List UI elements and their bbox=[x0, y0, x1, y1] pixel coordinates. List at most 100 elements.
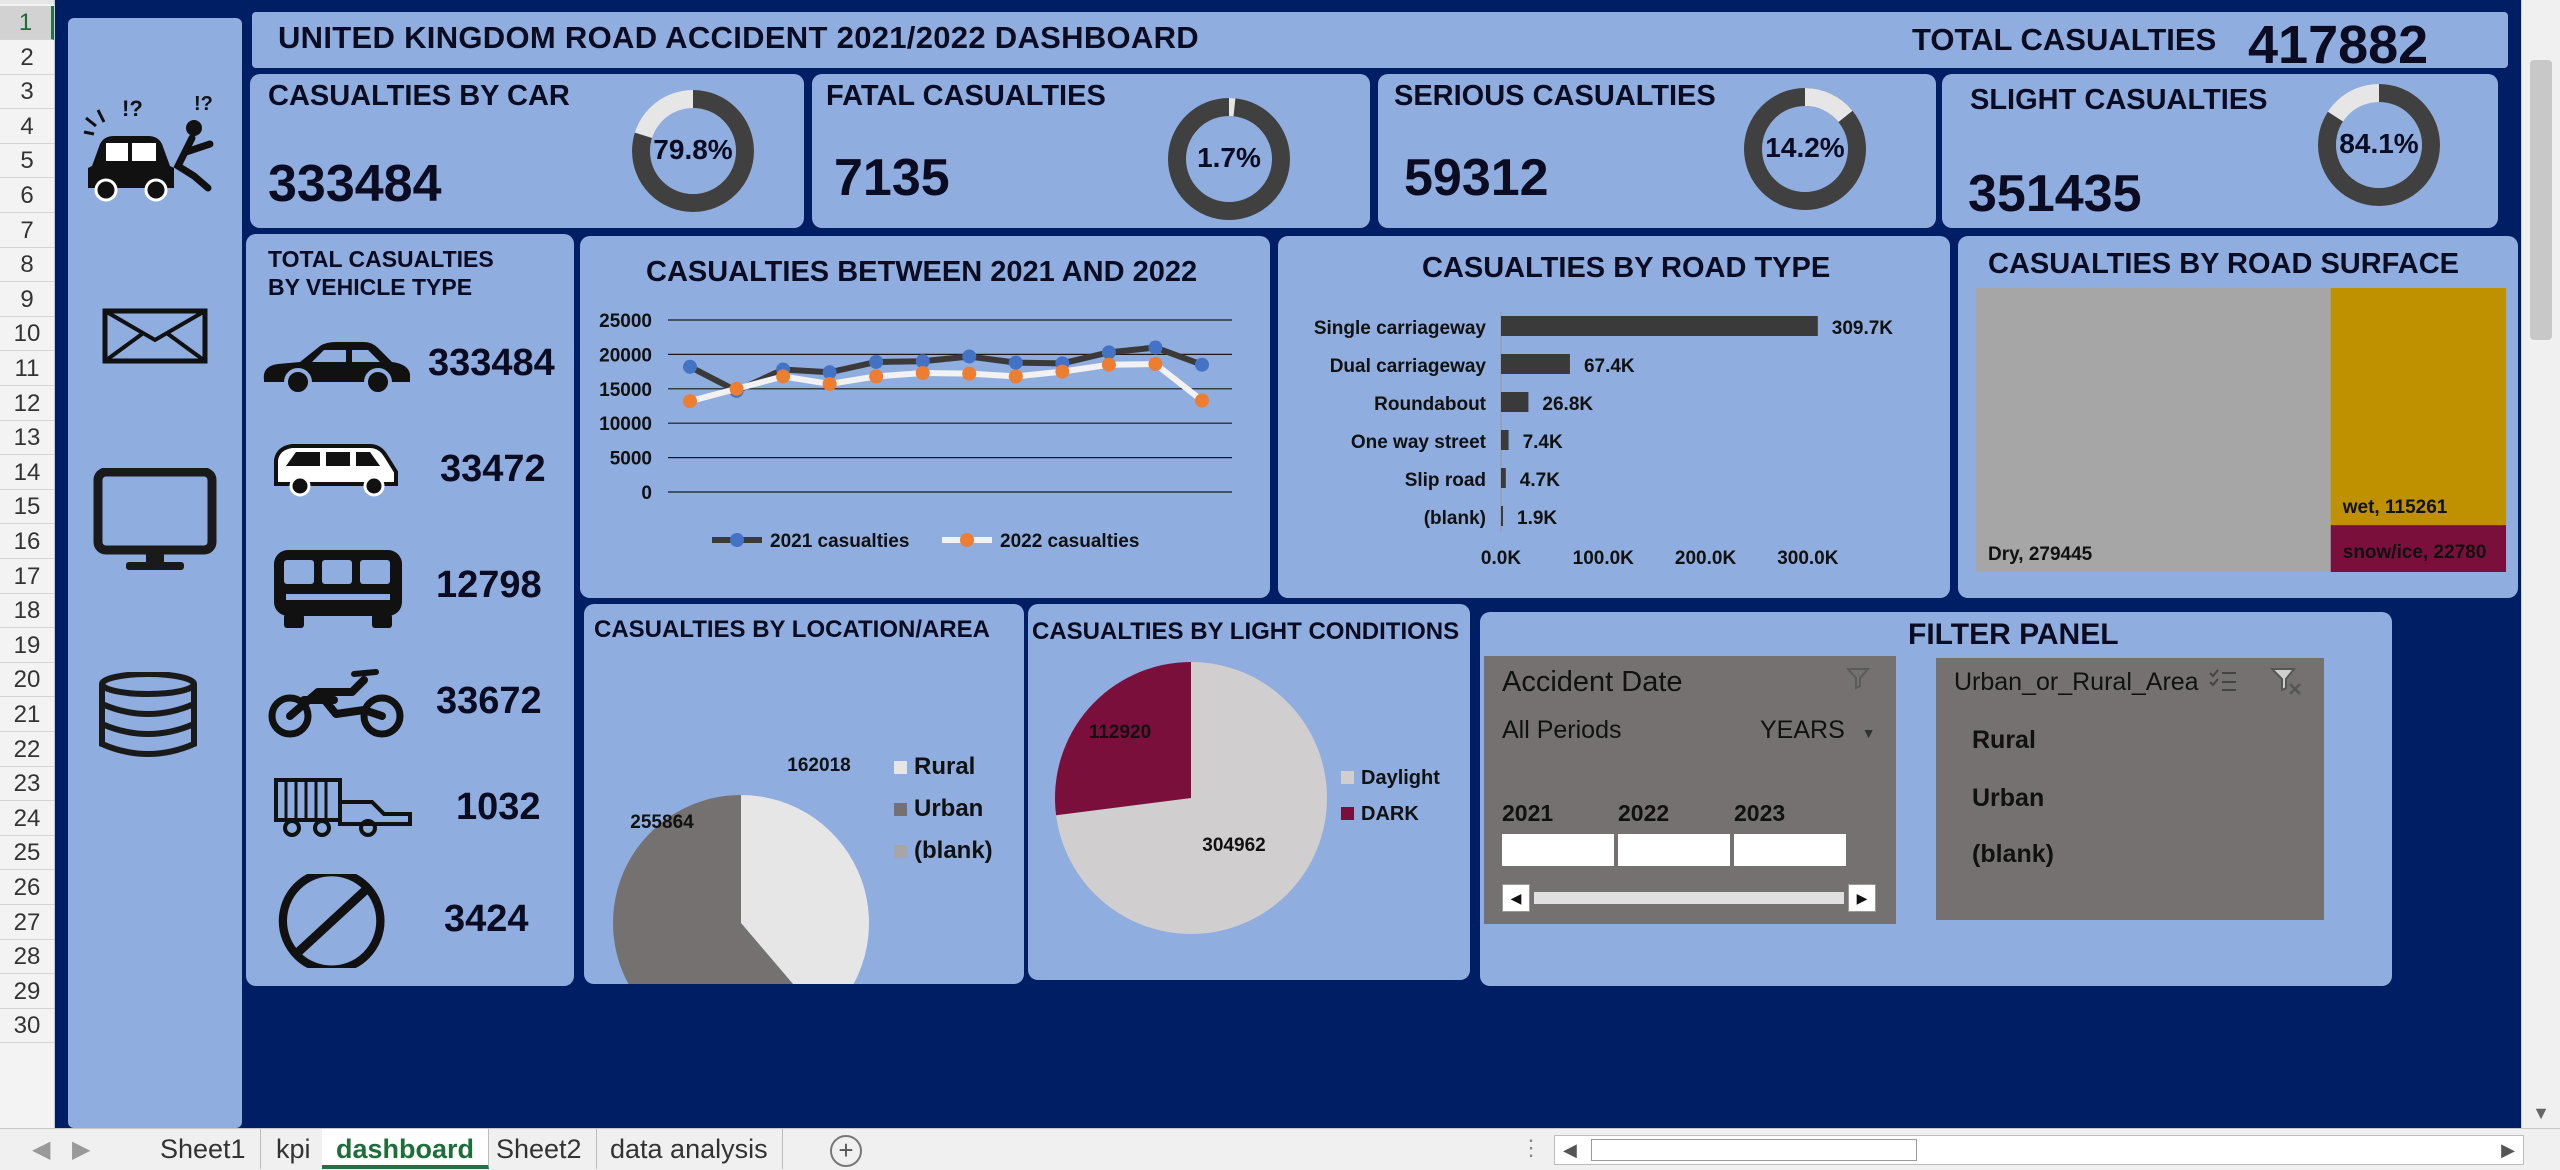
row-header[interactable]: 16 bbox=[0, 525, 54, 559]
total-casualties-label: TOTAL CASUALTIES bbox=[1912, 22, 2217, 57]
row-header[interactable]: 23 bbox=[0, 767, 54, 802]
hscroll-left-arrow[interactable]: ◀ bbox=[1563, 1140, 1577, 1160]
row-header[interactable]: 30 bbox=[0, 1009, 54, 1044]
row-header[interactable]: 29 bbox=[0, 975, 54, 1009]
legend-label: DARK bbox=[1361, 803, 1419, 825]
horizontal-scroll-thumb[interactable] bbox=[1591, 1139, 1917, 1161]
row-header[interactable]: 15 bbox=[0, 490, 54, 525]
treemap-label: Dry, 279445 bbox=[1988, 544, 2093, 565]
legend-marker bbox=[730, 533, 744, 547]
road-type-panel: CASUALTIES BY ROAD TYPE Single carriagew… bbox=[1278, 236, 1950, 598]
row-header[interactable]: 6 bbox=[0, 179, 54, 213]
category-label: Roundabout bbox=[1374, 394, 1487, 415]
kpi-percent: 1.7% bbox=[1197, 142, 1261, 173]
scroll-down-arrow[interactable]: ▼ bbox=[2532, 1103, 2550, 1123]
road-type-title: CASUALTIES BY ROAD TYPE bbox=[1422, 252, 1831, 284]
row-header[interactable]: 12 bbox=[0, 387, 54, 421]
row-header[interactable]: 26 bbox=[0, 871, 54, 905]
vertical-scrollbar[interactable]: ▼ bbox=[2521, 0, 2560, 1128]
monitor-icon bbox=[93, 468, 217, 570]
kpi-ring bbox=[1168, 98, 1290, 220]
row-header[interactable]: 20 bbox=[0, 663, 54, 698]
timeline-bar-2023[interactable] bbox=[1734, 834, 1846, 866]
location-pie-title: CASUALTIES BY LOCATION/AREA bbox=[594, 616, 991, 643]
kpi-ring bbox=[1744, 88, 1866, 210]
row-header[interactable]: 3 bbox=[0, 75, 54, 110]
row-header[interactable]: 13 bbox=[0, 421, 54, 456]
accident-date-timeline[interactable]: Accident Date All Periods YEARS ▼ 2021 2… bbox=[1484, 656, 1896, 924]
row-header[interactable]: 14 bbox=[0, 456, 54, 490]
scroll-left-button[interactable]: ◀ bbox=[1502, 884, 1530, 912]
legend-swatch bbox=[894, 845, 907, 858]
slicer-item-urban[interactable]: Urban bbox=[1972, 784, 2045, 812]
scroll-right-button[interactable]: ▶ bbox=[1848, 884, 1876, 912]
horizontal-scrollbar[interactable]: ◀ ▶ bbox=[1554, 1135, 2524, 1165]
row-header[interactable]: 18 bbox=[0, 594, 54, 629]
kpi-card-fatal: FATAL CASUALTIES 7135 1.7% bbox=[812, 74, 1370, 228]
vehicle-value-other: 3424 bbox=[444, 898, 529, 940]
row-header[interactable]: 17 bbox=[0, 560, 54, 594]
row-header[interactable]: 28 bbox=[0, 940, 54, 975]
road-type-bar-chart: Single carriageway 309.7K Dual carriageway… bbox=[1314, 312, 1893, 569]
add-sheet-button[interactable]: + bbox=[830, 1135, 862, 1167]
urban-rural-slicer[interactable]: Urban_or_Rural_Area Rural Urban (blank) bbox=[1936, 658, 2324, 920]
row-header[interactable]: 11 bbox=[0, 352, 54, 386]
sheet-tab[interactable]: Sheet1 bbox=[146, 1129, 261, 1169]
data-point bbox=[915, 365, 930, 380]
row-header[interactable]: 4 bbox=[0, 110, 54, 144]
data-point bbox=[683, 359, 697, 374]
sheet-tab[interactable]: Sheet2 bbox=[482, 1129, 597, 1169]
hscroll-right-arrow[interactable]: ▶ bbox=[2501, 1140, 2515, 1160]
slicer-title: Urban_or_Rural_Area bbox=[1954, 668, 2199, 696]
sheet-tab[interactable]: dashboard bbox=[322, 1129, 490, 1169]
row-header[interactable]: 9 bbox=[0, 283, 54, 317]
row-header[interactable]: 24 bbox=[0, 802, 54, 836]
light-pie-panel: CASUALTIES BY LIGHT CONDITIONS 304962 112… bbox=[1028, 604, 1470, 980]
sheet-tab[interactable]: kpi bbox=[262, 1129, 326, 1169]
scroll-track[interactable] bbox=[1534, 892, 1844, 904]
row-header[interactable]: 10 bbox=[0, 317, 54, 352]
clear-filter-icon[interactable] bbox=[2270, 666, 2302, 696]
row-header[interactable]: 1 bbox=[0, 6, 54, 40]
pie-slice bbox=[1056, 662, 1327, 934]
filter-panel-title: FILTER PANEL bbox=[1908, 618, 2119, 651]
row-header[interactable]: 7 bbox=[0, 214, 54, 248]
x-tick-label: 200.0K bbox=[1675, 548, 1737, 569]
legend-swatch bbox=[894, 803, 907, 816]
car-icon bbox=[263, 342, 410, 394]
legend-swatch bbox=[894, 761, 907, 774]
multi-select-icon[interactable] bbox=[2208, 668, 2238, 694]
pie-label: 162018 bbox=[787, 755, 850, 776]
vehicle-row-car: 333484 bbox=[246, 324, 572, 414]
timeline-level-dropdown[interactable]: YEARS ▼ bbox=[1760, 716, 1876, 745]
timeline-bar-2022[interactable] bbox=[1618, 834, 1730, 866]
sheet-tab[interactable]: data analysis bbox=[596, 1129, 783, 1169]
car-crash-icon: !? !? bbox=[83, 93, 214, 202]
row-header[interactable]: 2 bbox=[0, 41, 54, 75]
y-tick-label: 20000 bbox=[599, 345, 652, 366]
row-header[interactable]: 5 bbox=[0, 144, 54, 179]
row-header[interactable]: 27 bbox=[0, 906, 54, 940]
prev-sheet-arrow[interactable]: ◀ bbox=[32, 1136, 51, 1163]
vertical-scroll-thumb[interactable] bbox=[2530, 60, 2552, 340]
category-label: Slip road bbox=[1405, 470, 1486, 491]
bar bbox=[1501, 506, 1503, 526]
bar bbox=[1501, 392, 1529, 412]
slicer-item-rural[interactable]: Rural bbox=[1972, 726, 2036, 754]
timeline-scrollbar[interactable]: ◀ ▶ bbox=[1502, 884, 1876, 912]
timeline-period-label: All Periods bbox=[1502, 716, 1622, 744]
data-point bbox=[776, 369, 791, 384]
y-tick-label: 25000 bbox=[599, 311, 652, 332]
row-header[interactable]: 22 bbox=[0, 733, 54, 767]
kpi-ring bbox=[632, 90, 754, 212]
clear-filter-icon[interactable] bbox=[1846, 666, 1870, 690]
next-sheet-arrow[interactable]: ▶ bbox=[72, 1136, 91, 1163]
timeline-bar-2021[interactable] bbox=[1502, 834, 1614, 866]
pie-label: 255864 bbox=[630, 812, 694, 833]
row-header[interactable]: 8 bbox=[0, 248, 54, 283]
row-header[interactable]: 21 bbox=[0, 698, 54, 732]
tab-split-handle[interactable]: ⋮ bbox=[1520, 1135, 1542, 1160]
row-header[interactable]: 25 bbox=[0, 836, 54, 871]
row-header[interactable]: 19 bbox=[0, 629, 54, 663]
slicer-item-blank[interactable]: (blank) bbox=[1972, 840, 2054, 868]
